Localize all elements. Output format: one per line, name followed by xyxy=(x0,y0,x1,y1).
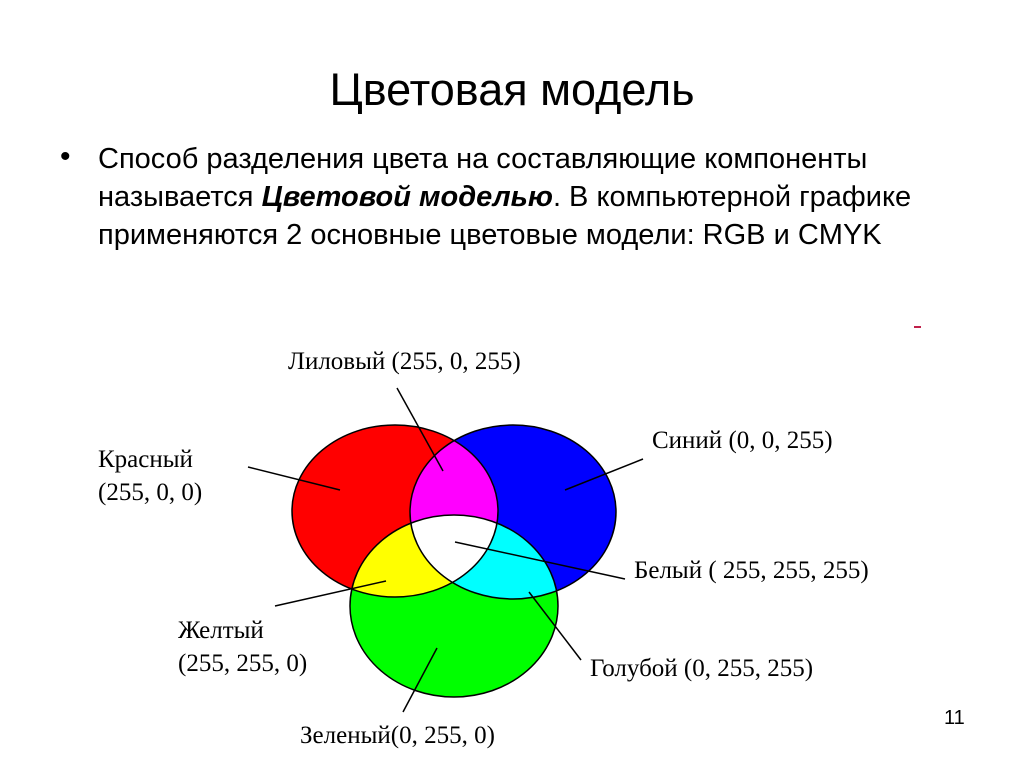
bullet-marker: • xyxy=(60,140,71,173)
leader-white xyxy=(454,541,626,580)
text-part: Способ разделения цвета на составляющие … xyxy=(98,143,868,213)
label-red-value: (255, 0, 0) xyxy=(98,479,203,506)
yellow-region xyxy=(350,515,498,597)
cyan-region xyxy=(410,515,558,599)
red-outline xyxy=(291,424,499,598)
blue-outline xyxy=(409,424,617,600)
green-outline xyxy=(349,514,559,698)
leader-green xyxy=(402,647,438,713)
leader-magenta xyxy=(396,387,444,472)
leader-yellow xyxy=(274,580,387,607)
page-number: 11 xyxy=(944,707,965,729)
leader-cyan xyxy=(528,591,582,661)
label-red-name: Красный xyxy=(98,446,193,473)
label-yellow-name: Желтый xyxy=(178,617,264,644)
label-cyan: Голубой (0, 255, 255) xyxy=(590,655,814,682)
bullet-text: Способ разделения цвета на составляющие … xyxy=(98,140,938,254)
label-white: Белый ( 255, 255, 255) xyxy=(634,557,869,584)
label-yellow-value: (255, 255, 0) xyxy=(178,650,308,677)
red-dash-mark xyxy=(914,326,921,328)
label-magenta: Лиловый (255, 0, 255) xyxy=(288,348,521,375)
text-part: . В компьютерной графике применяются 2 о… xyxy=(98,181,912,251)
label-green: Зеленый(0, 255, 0) xyxy=(300,722,495,749)
label-blue: Синий (0, 0, 255) xyxy=(652,427,833,454)
leader-blue xyxy=(564,458,644,491)
slide-title: Цветовая модель xyxy=(329,64,695,115)
bold-term: Цветовой моделью xyxy=(261,181,553,213)
leader-red xyxy=(247,466,341,491)
